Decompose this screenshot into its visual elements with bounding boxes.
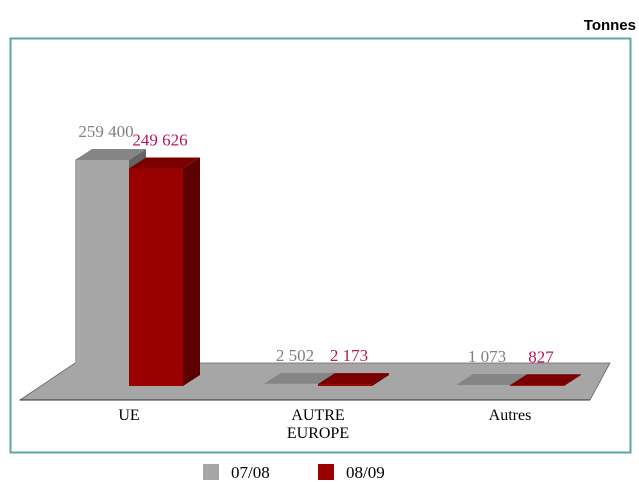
value-label: 249 626 bbox=[132, 131, 187, 150]
value-label: 827 bbox=[528, 347, 554, 366]
legend-label: 08/09 bbox=[346, 463, 385, 482]
bar bbox=[318, 384, 372, 386]
bar bbox=[264, 383, 318, 386]
bar bbox=[510, 385, 564, 386]
bar-top bbox=[75, 149, 146, 160]
frame bbox=[9, 37, 632, 454]
unit-label: Tonnes bbox=[584, 17, 636, 34]
x-tick-label: UE bbox=[118, 407, 139, 424]
bar bbox=[129, 168, 183, 386]
x-tick-label: AUTRE EUROPE bbox=[287, 407, 349, 442]
bar-top bbox=[318, 373, 389, 385]
legend-swatch bbox=[318, 464, 334, 480]
legend-swatch bbox=[203, 464, 219, 480]
bar bbox=[75, 160, 129, 386]
value-label: 2 173 bbox=[330, 346, 368, 365]
value-label: 1 073 bbox=[468, 347, 506, 366]
value-label: 2 502 bbox=[276, 346, 314, 365]
bar-top bbox=[510, 374, 581, 386]
bar-side bbox=[183, 157, 200, 386]
bar-side bbox=[564, 374, 581, 386]
bar-top bbox=[129, 157, 200, 169]
legend-label: 07/08 bbox=[231, 463, 270, 482]
bar bbox=[456, 385, 510, 386]
bar-top bbox=[264, 372, 335, 384]
bar-top bbox=[456, 374, 527, 386]
x-tick-label: Autres bbox=[489, 407, 532, 424]
value-label: 259 400 bbox=[78, 122, 133, 141]
bar-side bbox=[372, 373, 389, 386]
